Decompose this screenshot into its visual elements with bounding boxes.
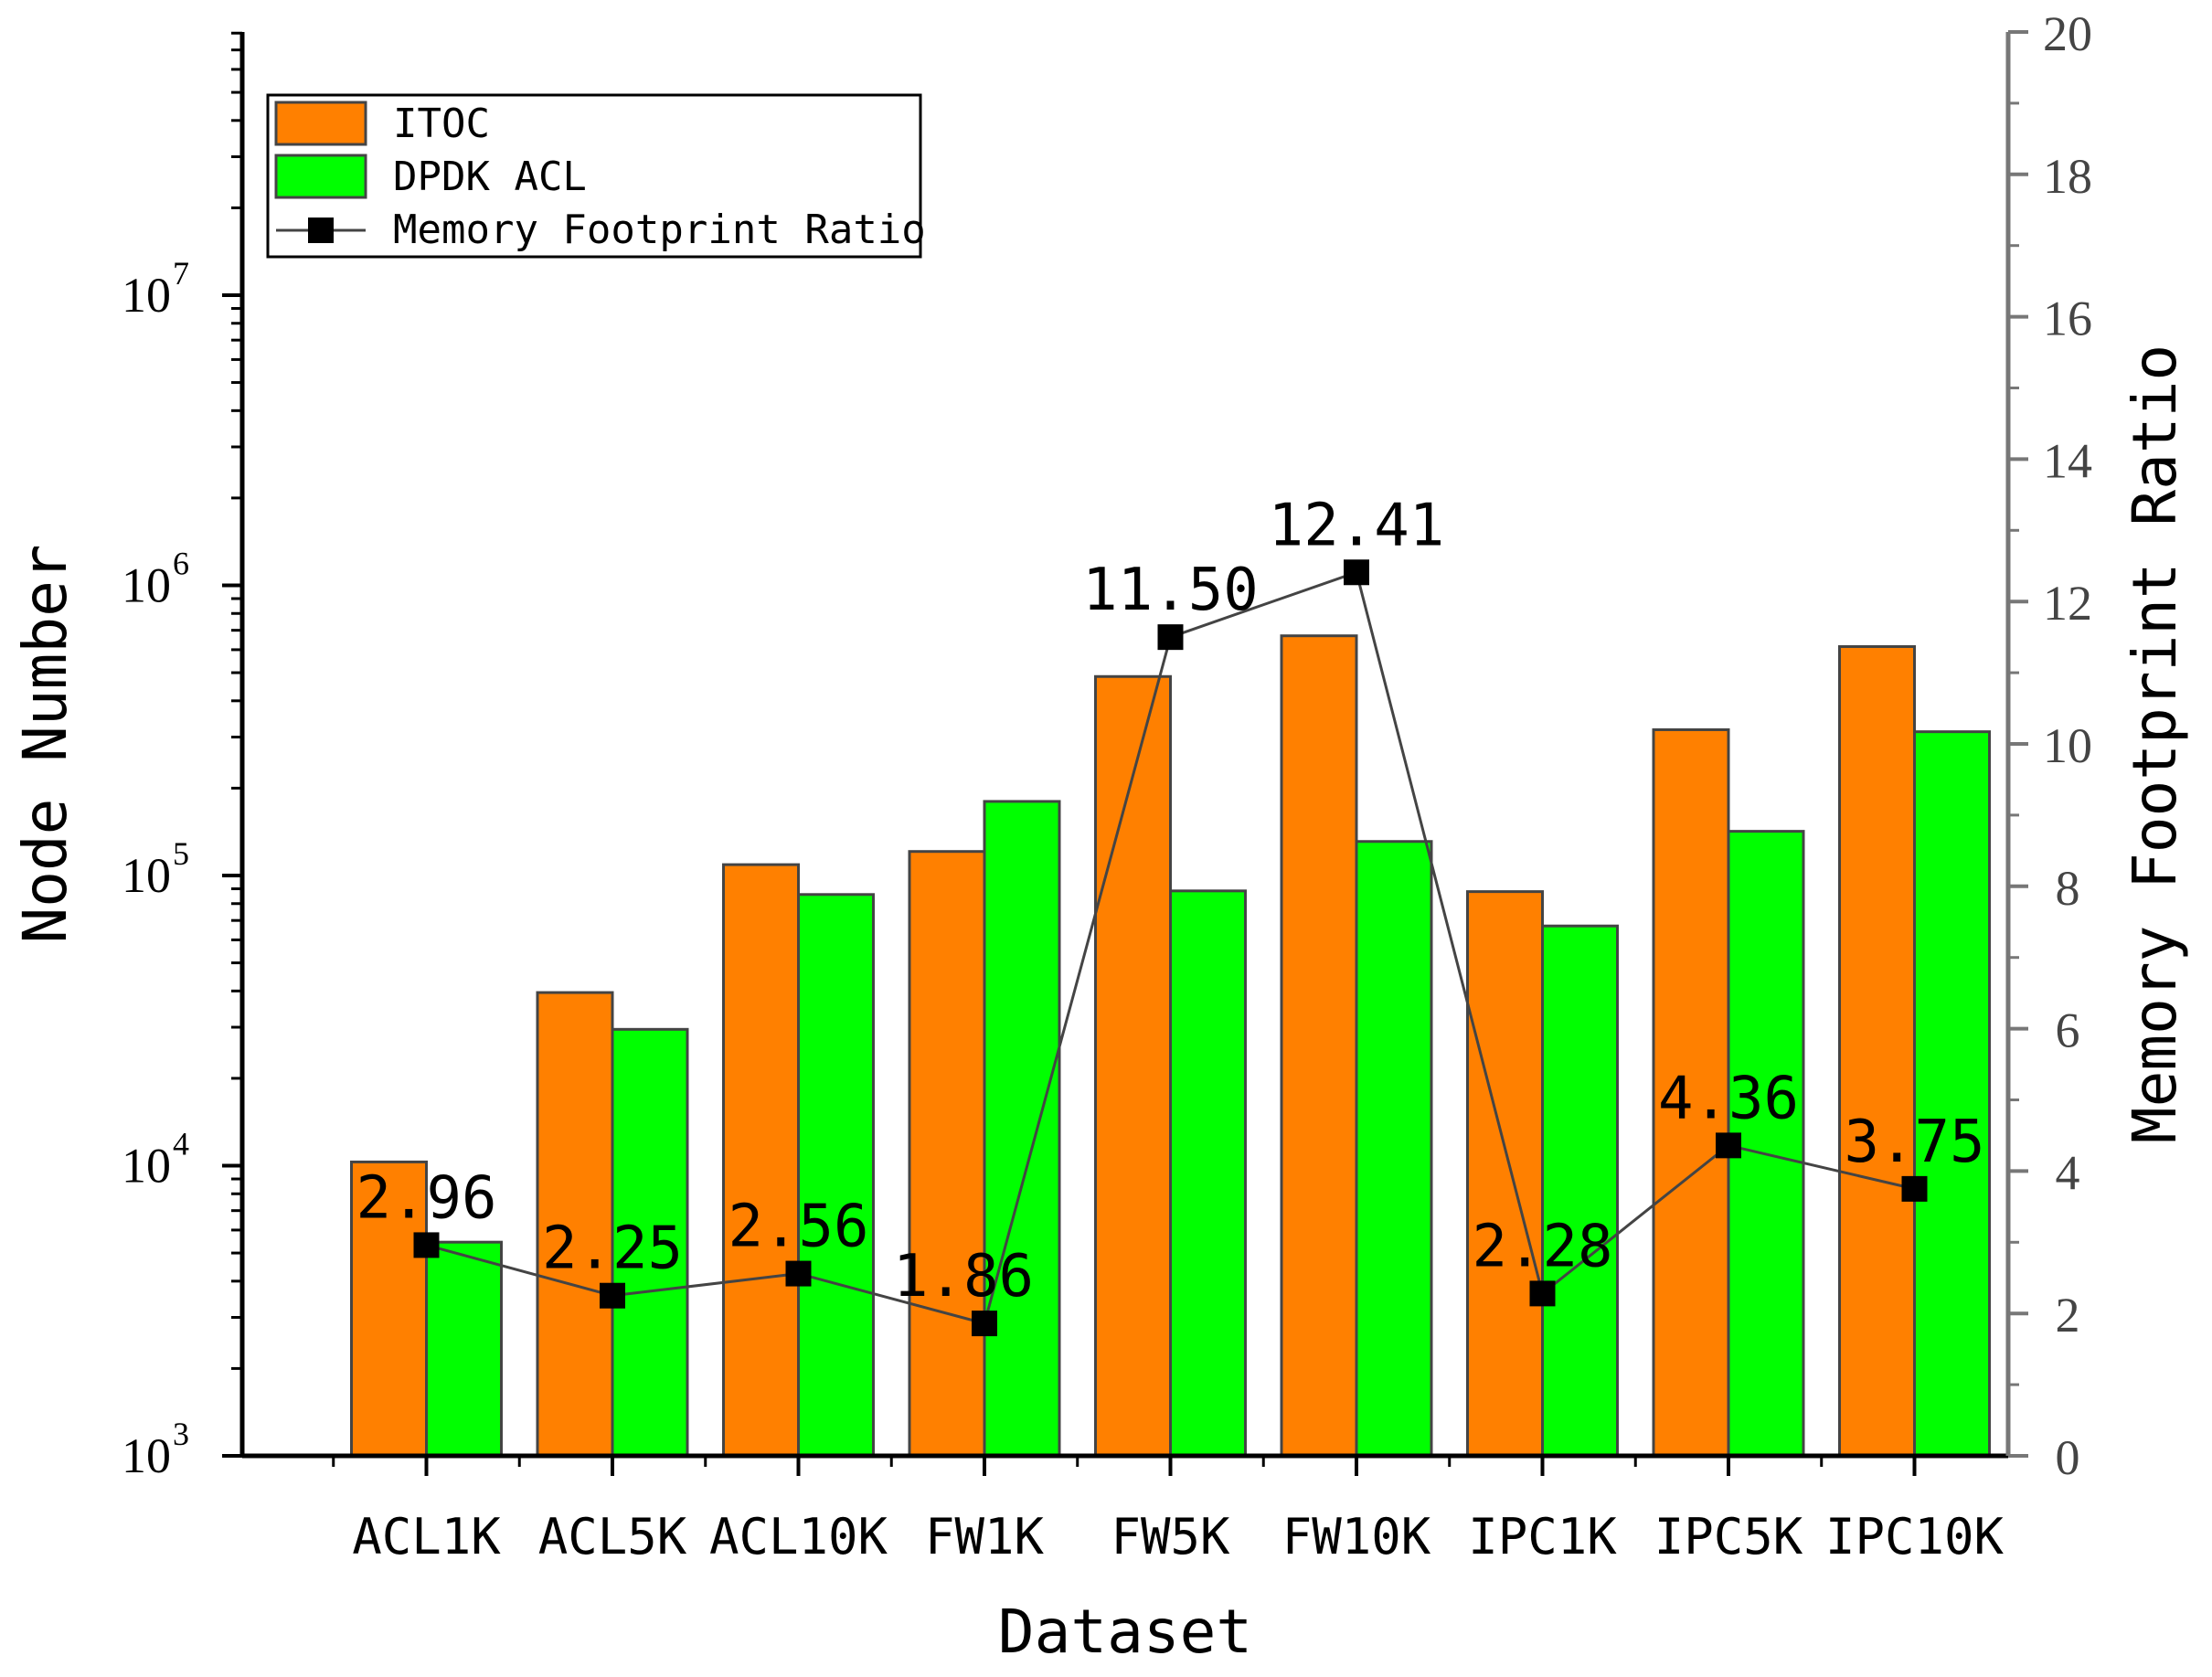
- y-tick-label: 10 5: [122, 835, 189, 903]
- ratio-data-label: 2.25: [542, 1215, 683, 1283]
- y-tick-exponent: 6: [173, 545, 189, 581]
- legend-label-ratio: Memory Footprint Ratio: [393, 207, 926, 253]
- bar-itoc-FW10K: [1280, 634, 1358, 1458]
- y-tick-base: 10: [122, 1428, 171, 1483]
- legend-label-dpdk: DPDK ACL: [393, 154, 587, 200]
- bar-itoc-ACL10K: [722, 863, 800, 1458]
- y2-tick-label: 14: [2043, 433, 2092, 488]
- ratio-marker-IPC5K: [1716, 1132, 1741, 1159]
- legend-swatch-itoc: [274, 101, 367, 146]
- y2-tick-label: 18: [2043, 149, 2092, 204]
- ratio-marker-IPC10K: [1901, 1175, 1928, 1202]
- bar-dpdk-FW5K: [1169, 889, 1247, 1458]
- bar-dpdk-ACL1K: [425, 1240, 503, 1458]
- bar-dpdk-IPC10K: [1913, 730, 1991, 1458]
- y2-axis-title: Memory Footprint Ratio: [2120, 345, 2190, 1143]
- legend-swatch-dpdk: [274, 154, 367, 199]
- x-axis-title: Dataset: [998, 1597, 1252, 1667]
- x-tick-label: IPC1K: [1468, 1508, 1617, 1566]
- bar-itoc-FW1K: [908, 850, 986, 1458]
- ratio-data-label: 12.41: [1269, 492, 1445, 559]
- y-tick-label: 10 4: [122, 1125, 189, 1193]
- y-tick-base: 10: [122, 848, 171, 903]
- ratio-data-label: 4.36: [1658, 1065, 1799, 1132]
- legend-label-itoc: ITOC: [393, 101, 490, 147]
- ratio-marker-IPC1K: [1529, 1280, 1556, 1307]
- bar-dpdk-FW1K: [983, 800, 1061, 1458]
- y2-tick-label: 20: [2043, 6, 2092, 61]
- bar-itoc-ACL5K: [536, 991, 614, 1458]
- x-tick-label: ACL5K: [538, 1508, 687, 1566]
- ratio-marker-ACL10K: [785, 1260, 812, 1287]
- y-tick-exponent: 5: [173, 835, 189, 872]
- y-tick-base: 10: [122, 1138, 171, 1193]
- y-tick-exponent: 7: [173, 255, 189, 292]
- bar-dpdk-FW10K: [1355, 840, 1433, 1458]
- y2-tick-label: 12: [2043, 576, 2092, 631]
- ratio-data-label: 2.56: [728, 1194, 868, 1261]
- ratio-data-label: 2.96: [356, 1164, 496, 1232]
- x-tick-label: ACL10K: [709, 1508, 888, 1566]
- y2-tick-label: 8: [2056, 861, 2080, 916]
- x-tick-label: IPC5K: [1654, 1508, 1803, 1566]
- y-tick-label: 10 6: [122, 545, 189, 612]
- y2-tick-label: 2: [2056, 1288, 2080, 1343]
- y-tick-exponent: 4: [173, 1125, 189, 1162]
- bar-dpdk-ACL10K: [797, 893, 875, 1458]
- y-tick-label: 10 7: [122, 255, 189, 323]
- bars-group: [350, 634, 1991, 1458]
- ratio-marker-FW10K: [1344, 559, 1369, 586]
- y-axis-title: Node Number: [10, 544, 80, 943]
- bar-itoc-IPC1K: [1466, 890, 1544, 1458]
- bar-itoc-IPC10K: [1838, 645, 1916, 1458]
- ratio-data-label: 1.86: [893, 1243, 1034, 1311]
- ratio-marker-FW1K: [972, 1311, 997, 1337]
- legend-marker-ratio: [308, 218, 334, 243]
- ratio-marker-ACL5K: [600, 1282, 625, 1309]
- ratio-data-label: 11.50: [1082, 557, 1259, 624]
- ratio-data-label: 2.28: [1472, 1213, 1612, 1280]
- legend: ITOC DPDK ACL Memory Footprint Ratio: [266, 93, 926, 259]
- bar-dpdk-IPC1K: [1541, 924, 1619, 1458]
- x-tick-label: ACL1K: [352, 1508, 501, 1566]
- bar-itoc-FW5K: [1094, 674, 1172, 1458]
- y2-tick-label: 4: [2056, 1145, 2080, 1200]
- y2-tick-label: 0: [2056, 1430, 2080, 1485]
- legend-box: [266, 93, 922, 259]
- y2-tick-label: 6: [2056, 1003, 2080, 1058]
- ratio-marker-FW5K: [1157, 624, 1184, 651]
- x-tick-label: FW10K: [1282, 1508, 1431, 1566]
- bar-itoc-ACL1K: [350, 1160, 428, 1458]
- x-tick-label: FW1K: [925, 1508, 1045, 1566]
- bar-dpdk-ACL5K: [611, 1027, 689, 1458]
- y-tick-exponent: 3: [173, 1416, 189, 1452]
- y-tick-label: 10 3: [122, 1416, 189, 1483]
- y2-tick-label: 16: [2043, 292, 2092, 346]
- y-tick-base: 10: [122, 268, 171, 323]
- y-tick-base: 10: [122, 557, 171, 612]
- x-tick-label: IPC10K: [1825, 1508, 2005, 1566]
- x-tick-label: FW5K: [1111, 1508, 1230, 1566]
- ratio-marker-ACL1K: [413, 1232, 440, 1258]
- y2-tick-label: 10: [2043, 718, 2092, 773]
- ratio-data-label: 3.75: [1844, 1109, 1984, 1176]
